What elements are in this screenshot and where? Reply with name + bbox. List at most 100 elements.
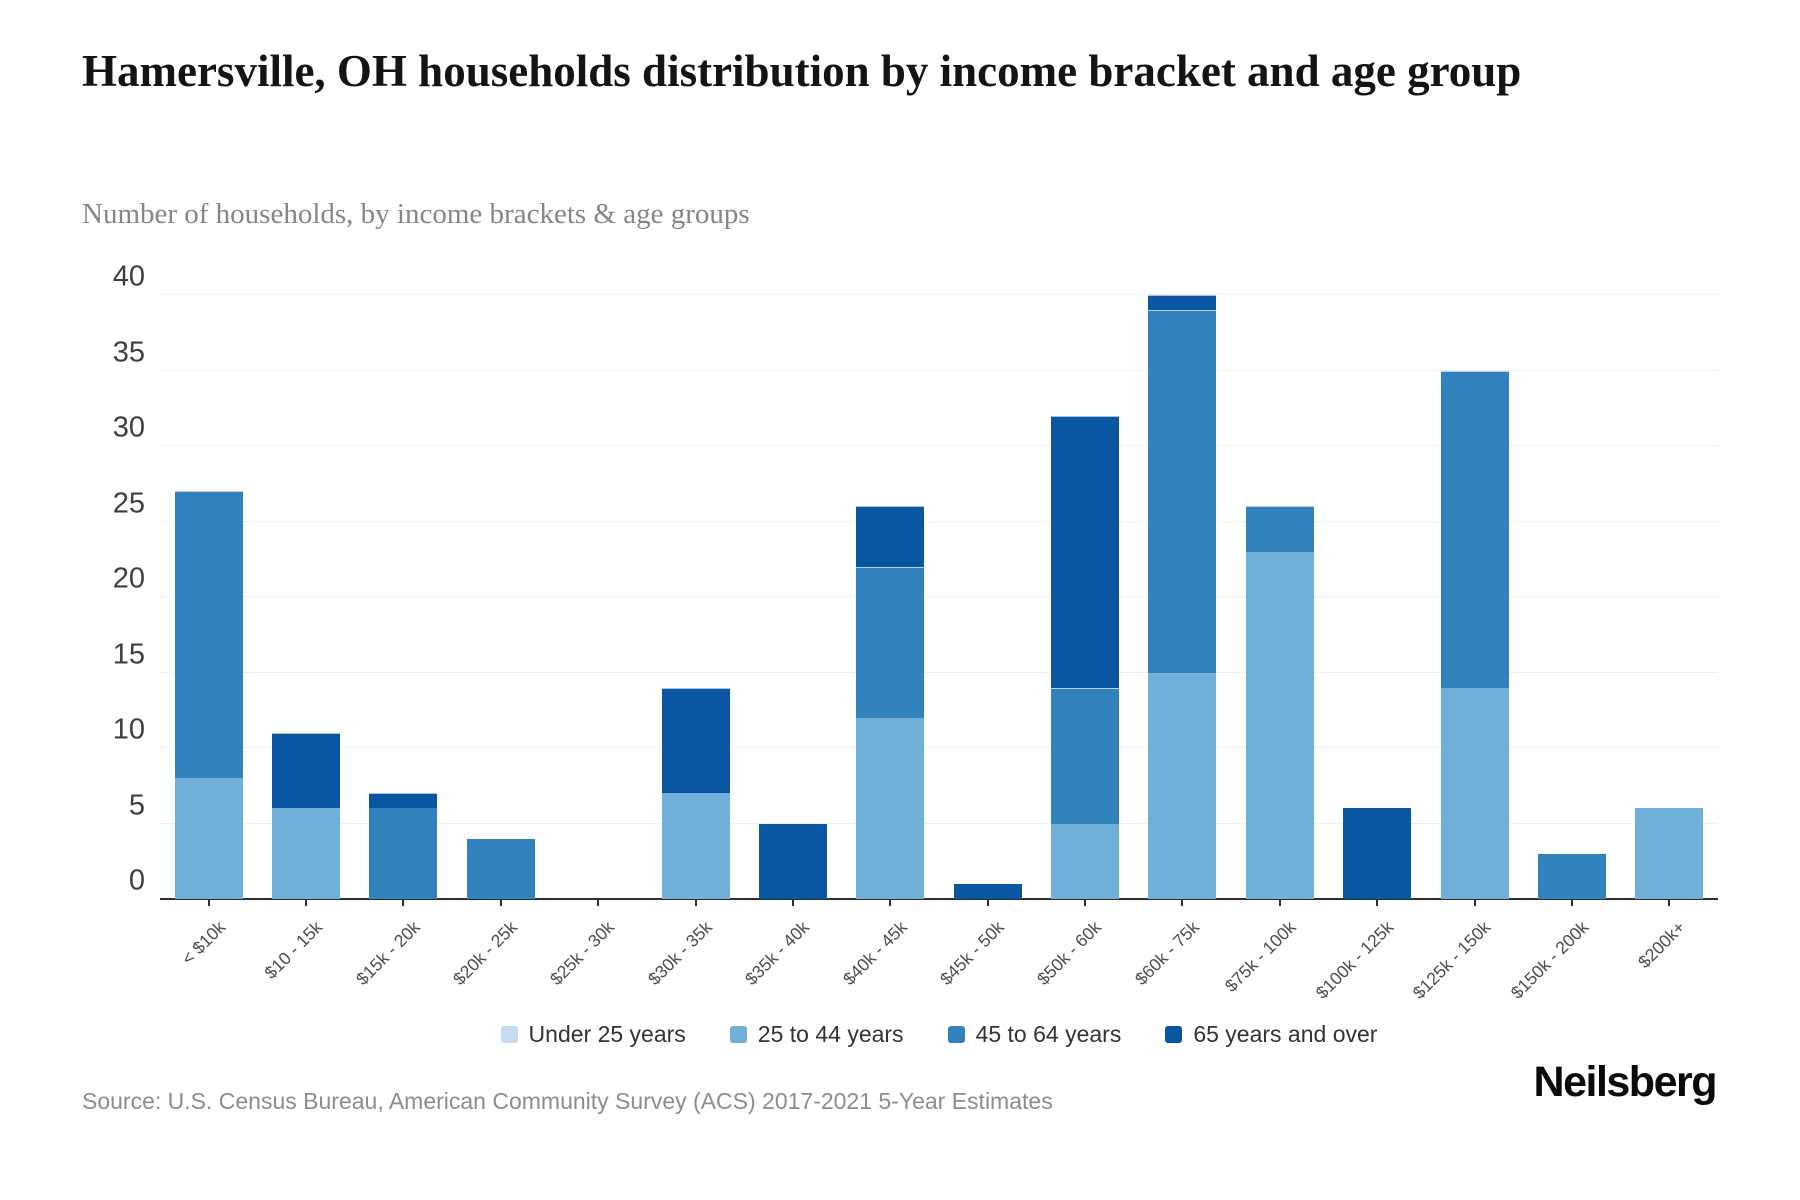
x-axis-label: $20k - 25k	[449, 917, 521, 989]
bar	[174, 295, 243, 899]
bar-segment	[661, 793, 730, 899]
x-axis-label: < $10k	[177, 917, 229, 969]
bar	[758, 295, 827, 899]
x-axis-tick	[986, 899, 989, 906]
gridline	[160, 671, 1718, 673]
y-axis-tick-label: 40	[112, 260, 145, 293]
x-axis-tick	[791, 899, 794, 906]
y-axis-tick-label: 10	[112, 713, 145, 746]
bar	[1537, 295, 1606, 899]
gridline	[160, 596, 1718, 597]
bar-segment	[466, 838, 535, 899]
neilsberg-logo: Neilsberg	[1533, 1058, 1718, 1106]
x-axis-tick	[1668, 899, 1671, 906]
bar-segment	[1245, 506, 1314, 552]
y-axis-tick-label: 5	[128, 789, 145, 821]
chart-title: Hamersville, OH households distribution …	[82, 46, 1522, 96]
gridline	[160, 445, 1718, 446]
x-axis-label: $25k - 30k	[546, 917, 619, 989]
x-axis-label: $75k - 100k	[1221, 917, 1300, 996]
x-axis-label: $200k+	[1634, 917, 1690, 973]
x-axis-tick	[1570, 899, 1573, 906]
bar-segment	[369, 808, 438, 899]
legend-label: Under 25 years	[528, 1020, 686, 1047]
x-axis-line	[160, 898, 1718, 900]
legend-label: 45 to 64 years	[975, 1020, 1122, 1047]
x-axis-label: $35k - 40k	[741, 917, 814, 989]
gridline	[160, 747, 1718, 748]
chart-subtitle: Number of households, by income brackets…	[82, 198, 750, 230]
bar	[661, 295, 730, 899]
bar-segment	[1051, 415, 1120, 688]
bar-segment	[661, 687, 730, 794]
bar-segment	[1148, 310, 1217, 673]
x-axis-label: $40k - 45k	[838, 917, 911, 989]
bar-segment	[1537, 853, 1606, 899]
bar-segment	[953, 883, 1022, 899]
source-note: Source: U.S. Census Bureau, American Com…	[82, 1088, 1053, 1114]
bar	[1440, 295, 1509, 899]
bar	[953, 295, 1022, 899]
bar-segment	[272, 808, 341, 899]
bar	[564, 295, 632, 899]
legend-swatch-icon	[1165, 1025, 1183, 1043]
legend-label: 25 to 44 years	[757, 1020, 904, 1047]
bar	[1051, 295, 1120, 899]
x-axis-tick	[1278, 899, 1281, 906]
x-axis-tick	[889, 899, 892, 906]
x-axis-label: $10 - 15k	[260, 917, 327, 983]
bar-segment	[174, 491, 243, 779]
bar-segment	[1148, 672, 1217, 899]
y-axis-tick-label: 20	[112, 562, 145, 595]
bar-segment	[1440, 370, 1509, 688]
plot-area: 0 5 10 15 20 25 30 35 40 < $10k $10 - 15k $15k - 20…	[113, 261, 1718, 1003]
x-axis-label: $60k - 75k	[1130, 917, 1203, 989]
bar	[369, 295, 438, 899]
bar-segment	[174, 778, 243, 899]
x-axis-tick	[207, 899, 210, 906]
legend-swatch-icon	[947, 1025, 965, 1043]
bar	[1148, 295, 1217, 899]
x-axis-tick	[1473, 899, 1476, 906]
legend-swatch-icon	[729, 1025, 747, 1043]
x-axis-label: $125k - 150k	[1409, 917, 1495, 1003]
gridline	[160, 369, 1718, 371]
gridline	[160, 822, 1718, 824]
bar	[1343, 295, 1412, 899]
legend: Under 25 years 25 to 44 years 45 to 64 yea…	[160, 1016, 1718, 1052]
bar	[1245, 295, 1314, 899]
x-axis-tick	[694, 899, 697, 906]
bar-segment	[1440, 687, 1509, 899]
x-axis-tick	[1376, 899, 1379, 906]
y-axis-tick-label: 35	[112, 336, 145, 368]
bar-segment	[369, 793, 438, 809]
legend-item[interactable]: 25 to 44 years	[729, 1020, 904, 1048]
bar-segment	[1635, 808, 1704, 899]
bar-segment	[856, 717, 925, 899]
bar-segment	[272, 732, 341, 809]
x-axis-tick	[499, 899, 502, 906]
bar-segment	[1245, 551, 1314, 899]
legend-swatch-icon	[500, 1025, 518, 1043]
legend-item[interactable]: 65 years and over	[1165, 1021, 1377, 1048]
bar	[856, 295, 925, 899]
bar-segment	[1343, 808, 1412, 899]
legend-item[interactable]: 45 to 64 years	[947, 1020, 1122, 1048]
x-axis-label: $30k - 35k	[643, 917, 716, 989]
y-axis-tick-label: 25	[112, 487, 145, 519]
legend-label: 65 years and over	[1193, 1020, 1378, 1047]
bar-segment	[758, 823, 827, 899]
x-axis-label: $100k - 125k	[1311, 917, 1398, 1003]
x-axis-tick	[597, 899, 600, 906]
bar	[466, 295, 535, 899]
bar-segment	[856, 566, 925, 718]
gridline	[160, 294, 1718, 295]
x-axis-label: $15k - 20k	[351, 917, 424, 989]
x-axis-tick	[1084, 899, 1087, 906]
x-axis-tick	[402, 899, 405, 906]
x-axis-label: $50k - 60k	[1033, 917, 1106, 989]
y-axis-tick-label: 15	[112, 638, 145, 670]
y-axis-tick-label: 30	[112, 411, 145, 444]
legend-item[interactable]: Under 25 years	[500, 1020, 686, 1048]
